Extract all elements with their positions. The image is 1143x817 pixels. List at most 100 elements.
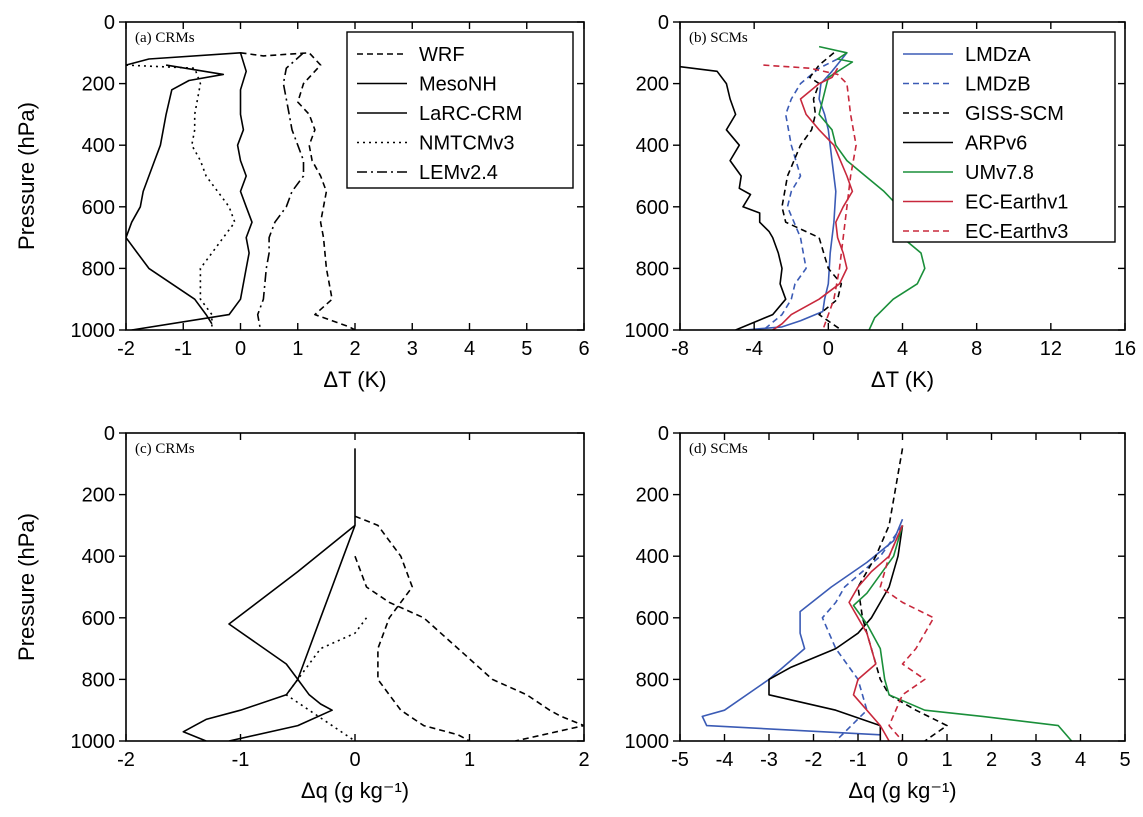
x-tick-label: 0 [235, 338, 246, 360]
x-tick-label: -3 [760, 749, 778, 771]
x-tick-label: 3 [407, 338, 418, 360]
x-tick-label: 5 [521, 338, 532, 360]
x-tick-label: 3 [1030, 749, 1041, 771]
x-tick-label: 5 [1119, 749, 1130, 771]
series-line-lemv2-4 [256, 52, 305, 330]
x-tick-label: -1 [232, 749, 250, 771]
y-axis-label: Pressure (hPa) [14, 513, 39, 661]
x-axis-label: Δq (g kg⁻¹) [848, 778, 956, 803]
legend-box [892, 31, 1116, 243]
series-line-ec-earthv3 [763, 64, 857, 330]
series-line-wrf [354, 515, 470, 741]
y-tick-label: 600 [636, 608, 669, 630]
y-tick-label: 0 [104, 12, 115, 34]
legend-label: ARPv6 [965, 133, 1027, 155]
y-tick-label: 200 [82, 74, 115, 96]
series-line-lemv2-4 [354, 555, 584, 741]
x-tick-label: -4 [716, 749, 734, 771]
x-tick-label: 0 [823, 338, 834, 360]
x-axis-label: ΔT (K) [871, 367, 934, 392]
x-tick-label: 8 [971, 338, 982, 360]
series-line-wrf [240, 51, 356, 330]
x-tick-label: -5 [671, 749, 689, 771]
y-tick-label: 1000 [71, 731, 116, 753]
x-tick-label: 0 [897, 749, 908, 771]
x-tick-label: 0 [349, 749, 360, 771]
series-line-umv7-8 [852, 525, 1073, 741]
y-tick-label: 1000 [71, 320, 116, 342]
x-axis-label: ΔT (K) [323, 367, 386, 392]
series-line-lmdza [701, 518, 904, 736]
x-tick-label: -2 [117, 338, 135, 360]
series-line-giss-scm [857, 448, 948, 741]
x-tick-label: 4 [1075, 749, 1086, 771]
x-tick-label: 1 [292, 338, 303, 360]
x-tick-label: -2 [117, 749, 135, 771]
y-tick-label: 400 [82, 135, 115, 157]
legend-label: LMDzB [965, 74, 1031, 96]
panel-c: -2 -1 0 1 2 0 200 400 600 800 1000 (c) CRMs Δq (g kg… [14, 423, 590, 803]
y-tick-label: 200 [636, 485, 669, 507]
y-tick-label: 600 [636, 197, 669, 219]
y-tick-label: 0 [658, 423, 669, 445]
series-line-ec-earthv3 [879, 525, 935, 741]
series-line-lmdzb [762, 58, 838, 330]
panel-title: (d) SCMs [689, 441, 748, 457]
y-tick-label: 1000 [625, 320, 670, 342]
y-axis-label: Pressure (hPa) [14, 102, 39, 250]
y-tick-label: 400 [636, 135, 669, 157]
x-tick-label: 2 [578, 749, 589, 771]
panel-b: -8 -4 0 4 8 12 16 0 200 400 600 800 1000 (b) SCMs ΔT (… [625, 12, 1137, 392]
panel-title: (a) CRMs [135, 30, 195, 46]
series-group [126, 51, 356, 330]
x-tick-label: 12 [1040, 338, 1062, 360]
panel-d: -5 -4 -3 -2 -1 0 1 2 3 4 5 0 200 400 600 800 1000 (d) SCM… [625, 423, 1131, 803]
x-tick-label: 1 [464, 749, 475, 771]
series-line-umv7-8 [818, 45, 926, 330]
series-line-mesonh [126, 64, 225, 325]
legend-box [346, 31, 574, 189]
series-line-nmtcmv3 [285, 617, 368, 741]
series-line-lmdza [744, 52, 848, 330]
x-tick-label: 4 [897, 338, 908, 360]
series-line-giss-scm [781, 52, 843, 330]
x-tick-label: -8 [671, 338, 689, 360]
x-tick-label: 2 [986, 749, 997, 771]
y-tick-label: 0 [658, 12, 669, 34]
series-group [182, 448, 584, 741]
x-tick-label: -2 [805, 749, 823, 771]
legend-label: WRF [419, 44, 465, 66]
y-tick-label: 0 [104, 423, 115, 445]
x-tick-label: 6 [578, 338, 589, 360]
legend-label: MesoNH [419, 74, 497, 96]
y-tick-label: 400 [82, 546, 115, 568]
series-group [680, 45, 926, 330]
series-line-lmdzb [821, 524, 904, 741]
x-tick-label: -1 [849, 749, 867, 771]
x-tick-label: -4 [745, 338, 763, 360]
y-tick-label: 800 [82, 258, 115, 280]
y-tick-label: 600 [82, 197, 115, 219]
legend: WRF MesoNH LaRC-CRM NMTCMv3 LEMv2.4 [346, 31, 574, 189]
series-group [701, 448, 1073, 741]
y-tick-label: 200 [636, 74, 669, 96]
legend-label: LMDzA [965, 44, 1031, 66]
y-tick-label: 800 [82, 669, 115, 691]
legend-label: LEMv2.4 [419, 162, 498, 184]
y-tick-label: 800 [636, 258, 669, 280]
legend-label: GISS-SCM [965, 103, 1064, 125]
series-line-arpv6 [680, 65, 787, 330]
panel-a: -2 -1 0 1 2 3 4 5 6 0 200 400 600 800 1000 (a) CRMs ΔT (… [14, 12, 590, 392]
x-tick-label: 4 [464, 338, 475, 360]
y-tick-label: 200 [82, 485, 115, 507]
series-line-larc-crm [126, 51, 253, 330]
series-line-larc-crm [228, 448, 356, 741]
legend-label: EC-Earthv3 [965, 221, 1068, 243]
legend-label: LaRC-CRM [419, 103, 522, 125]
y-tick-label: 1000 [625, 731, 670, 753]
x-tick-label: 2 [349, 338, 360, 360]
y-tick-label: 600 [82, 608, 115, 630]
legend: LMDzA LMDzB GISS-SCM ARPv6 UMv7.8 EC-Earthv1 E… [892, 31, 1116, 243]
x-axis-label: Δq (g kg⁻¹) [301, 778, 409, 803]
